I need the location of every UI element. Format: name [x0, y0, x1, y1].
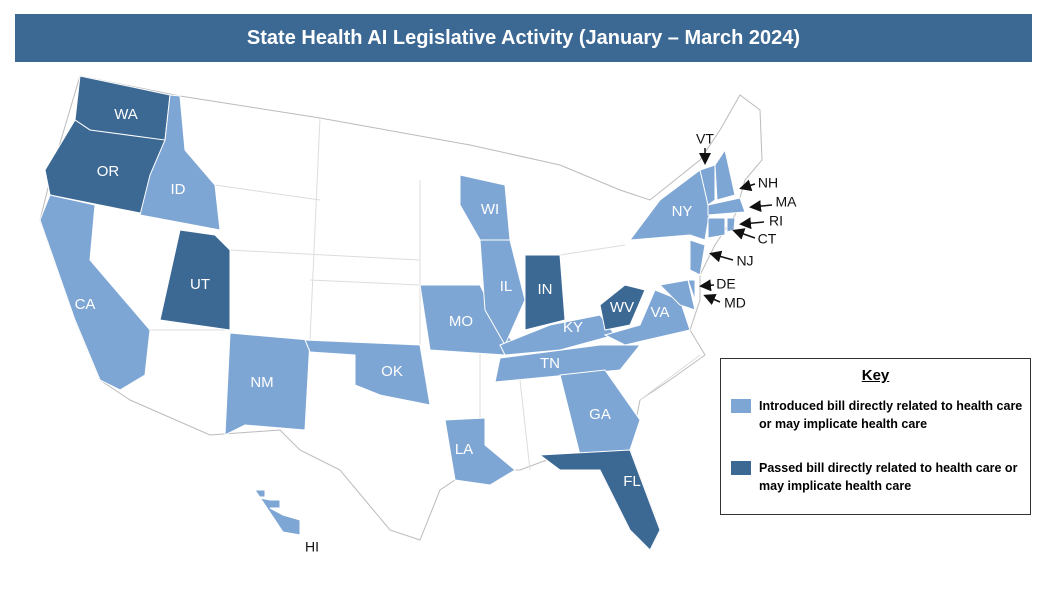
- state-shape: [444, 417, 516, 486]
- key-swatch: [731, 461, 751, 475]
- state-label: RI: [769, 213, 783, 229]
- state-label: UT: [190, 276, 210, 293]
- pointer-arrow: [739, 179, 756, 192]
- state-shape: [699, 164, 716, 206]
- state-label: WA: [114, 106, 138, 123]
- key: Key Introduced bill directly related to …: [720, 358, 1031, 515]
- state-label: NY: [672, 203, 693, 220]
- state-shape: [524, 254, 566, 331]
- state-label: DE: [716, 276, 735, 292]
- state-borders: [150, 117, 701, 471]
- state-label: OR: [97, 163, 120, 180]
- pointer-arrow: [709, 250, 734, 263]
- state-shape: [559, 369, 641, 456]
- state-shape: [304, 339, 431, 406]
- key-title: Key: [861, 367, 890, 384]
- pointer-arrow: [732, 228, 756, 240]
- state-shape: [39, 194, 151, 391]
- state-label: MO: [449, 313, 473, 330]
- state-shape: [689, 239, 706, 276]
- state-label: IN: [538, 281, 553, 298]
- state-label: NJ: [736, 253, 753, 269]
- title-bar: State Health AI Legislative Activity (Ja…: [15, 14, 1032, 62]
- state-label: MD: [724, 295, 746, 311]
- state-shape: [224, 332, 311, 436]
- state-label: CA: [75, 296, 96, 313]
- key-item: Passed bill directly related to health c…: [731, 459, 1030, 495]
- state-shape: [459, 174, 511, 241]
- state-label: HI: [305, 539, 319, 555]
- state-label: VA: [651, 304, 670, 321]
- pointer-arrow: [699, 279, 715, 292]
- state-label: IL: [500, 278, 513, 295]
- state-label: FL: [623, 473, 641, 490]
- key-swatch: [731, 399, 751, 413]
- state-shape: [599, 284, 646, 331]
- key-label: Passed bill directly related to health c…: [759, 461, 1018, 493]
- state-label: NH: [758, 175, 778, 191]
- title: State Health AI Legislative Activity (Ja…: [246, 26, 801, 49]
- state-shape: [658, 279, 696, 311]
- state-label: VT: [696, 131, 714, 147]
- state-label: LA: [455, 441, 473, 458]
- state-shape: [707, 197, 746, 216]
- state-shape: [538, 449, 661, 551]
- state-label: KY: [563, 319, 583, 336]
- key-label: Introduced bill directly related to heal…: [759, 399, 1023, 431]
- state-shape: [254, 489, 301, 536]
- pointer-arrow: [739, 217, 765, 230]
- state-label: WV: [610, 299, 634, 316]
- state-label: ID: [171, 181, 186, 198]
- state-label: CT: [758, 231, 777, 247]
- pointer-arrow: [749, 200, 773, 213]
- state-label: WI: [481, 201, 499, 218]
- key-item: Introduced bill directly related to heal…: [731, 397, 1030, 433]
- state-label: GA: [589, 406, 611, 423]
- state-shape: [707, 217, 726, 239]
- state-label: MA: [776, 194, 798, 210]
- state-label: NM: [250, 374, 273, 391]
- state-shape: [494, 344, 642, 383]
- pointer-arrow: [703, 294, 721, 306]
- state-shape: [726, 217, 736, 233]
- state-shape: [687, 279, 696, 301]
- state-shape: [714, 148, 736, 201]
- state-label: OK: [381, 363, 403, 380]
- state-shape: [159, 229, 231, 331]
- state-label: TN: [540, 355, 560, 372]
- state-shape: [139, 94, 221, 231]
